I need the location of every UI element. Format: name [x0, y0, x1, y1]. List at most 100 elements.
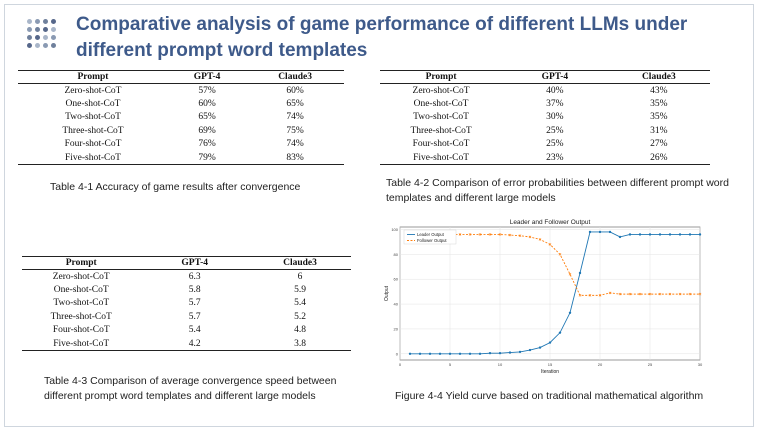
y-axis-label: Output: [384, 285, 390, 301]
y-tick-label: 80: [394, 252, 399, 257]
table-cell: 75%: [286, 125, 304, 136]
data-point: [598, 230, 602, 234]
y-tick-label: 100: [391, 227, 398, 232]
y-tick-label: 60: [394, 277, 399, 282]
table-cell: Three-shot-CoT: [62, 125, 124, 136]
data-point: [628, 233, 632, 236]
data-point: [538, 346, 542, 349]
table-row: Zero-shot-CoT 6.3 6: [22, 270, 351, 284]
legend-label: Leader Output: [417, 232, 445, 237]
dot-icon: [43, 19, 48, 24]
dot-icon: [43, 27, 48, 32]
table-row: Three-shot-CoT 69% 75%: [18, 124, 344, 138]
x-axis-label: Iteration: [541, 369, 559, 375]
data-point: [648, 292, 652, 296]
table-row: Two-shot-CoT 5.7 5.4: [22, 297, 351, 311]
table-cell: 5.7: [188, 311, 201, 322]
data-point: [508, 351, 512, 354]
data-point: [658, 292, 662, 296]
data-point: [618, 292, 622, 296]
table3-caption: Table 4-3 Comparison of average converge…: [44, 375, 337, 402]
table-row: Four-shot-CoT 5.4 4.8: [22, 324, 351, 338]
data-point: [498, 233, 502, 236]
table-row: One-shot-CoT 60% 65%: [18, 97, 344, 111]
data-point: [568, 311, 572, 314]
table-cell: 4.2: [188, 338, 201, 349]
dot-icon: [51, 19, 56, 24]
table-row: Two-shot-CoT 65% 74%: [18, 111, 344, 125]
dot-icon: [35, 27, 40, 32]
slide-title: Comparative analysis of game performance…: [76, 14, 688, 61]
x-tick-label: 25: [648, 362, 653, 367]
data-point: [568, 272, 572, 276]
data-point: [518, 234, 522, 238]
table-cell: 35%: [650, 98, 668, 109]
table-row: Two-shot-CoT 30% 35%: [380, 111, 710, 125]
table-cell: 5.8: [188, 284, 201, 295]
data-point: [678, 233, 682, 236]
data-point: [588, 294, 592, 297]
table-header-gpt4: GPT-4: [193, 72, 221, 82]
dot-icon: [35, 19, 40, 24]
table-cell: 26%: [650, 152, 668, 163]
table-row: Three-shot-CoT 5.7 5.2: [22, 310, 351, 324]
slide-frame: [4, 4, 754, 427]
table-cell: One-shot-CoT: [413, 98, 469, 109]
table-cell: Zero-shot-CoT: [412, 85, 470, 96]
table-cell: 27%: [650, 139, 668, 150]
data-point: [468, 233, 472, 236]
table-cell: 23%: [546, 152, 564, 163]
legend-label: Follower Output: [417, 238, 447, 243]
chart-title: Leader and Follower Output: [510, 219, 591, 226]
table-header-gpt4: GPT-4: [541, 72, 569, 82]
data-point: [478, 352, 482, 355]
table-header-prompt: Prompt: [65, 258, 97, 268]
data-point: [498, 351, 502, 355]
table-header-claude3: Claude3: [283, 258, 317, 268]
data-point: [518, 350, 522, 354]
table-cell: 69%: [198, 125, 216, 136]
table-cell: Four-shot-CoT: [52, 325, 110, 336]
data-point: [678, 292, 682, 296]
table-cell: 60%: [286, 85, 304, 96]
dot-icon: [27, 35, 32, 40]
data-point: [438, 352, 442, 355]
table-header-prompt: Prompt: [425, 72, 457, 82]
table-cell: Zero-shot-CoT: [64, 85, 122, 96]
table-cell: 40%: [546, 85, 564, 96]
data-point: [608, 291, 612, 295]
table-cell: Four-shot-CoT: [412, 139, 470, 150]
table-cell: 5.7: [188, 298, 201, 309]
table-cell: Five-shot-CoT: [65, 152, 121, 163]
figure4-caption: Figure 4-4 Yield curve based on traditio…: [395, 390, 704, 402]
data-point: [668, 233, 672, 236]
data-point: [538, 238, 542, 241]
table-row: Five-shot-CoT 23% 26%: [380, 151, 710, 165]
table-row: Zero-shot-CoT 57% 60%: [18, 84, 344, 98]
table-cell: Two-shot-CoT: [65, 112, 121, 123]
table-cell: 5.9: [294, 284, 306, 295]
data-point: [528, 235, 532, 239]
dot-icon: [27, 19, 32, 24]
table-cell: 76%: [198, 139, 216, 150]
data-point: [688, 292, 692, 296]
data-point: [608, 230, 612, 234]
data-point: [508, 233, 512, 237]
table1-caption: Table 4-1 Accuracy of game results after…: [50, 181, 301, 193]
y-tick-label: 0: [396, 351, 399, 356]
data-point: [478, 233, 482, 236]
table-row: Five-shot-CoT 4.2 3.8: [22, 337, 351, 351]
data-point: [628, 292, 632, 296]
data-point: [458, 352, 462, 355]
dot-icon: [35, 43, 40, 48]
table-cell: 4.8: [294, 325, 306, 336]
table-row: Five-shot-CoT 79% 83%: [18, 151, 344, 165]
table-header-claude3: Claude3: [278, 72, 312, 82]
table-row: One-shot-CoT 5.8 5.9: [22, 283, 351, 297]
x-tick-label: 30: [698, 362, 703, 367]
table-cell: 3.8: [294, 338, 306, 349]
data-point: [658, 233, 662, 236]
leader-follower-output-chart: 0 5 10 15 20 25 30 0 20 40 60 80 100 Leader and Follo…: [384, 219, 703, 375]
data-point: [648, 233, 652, 236]
table-cell: 60%: [198, 98, 216, 109]
